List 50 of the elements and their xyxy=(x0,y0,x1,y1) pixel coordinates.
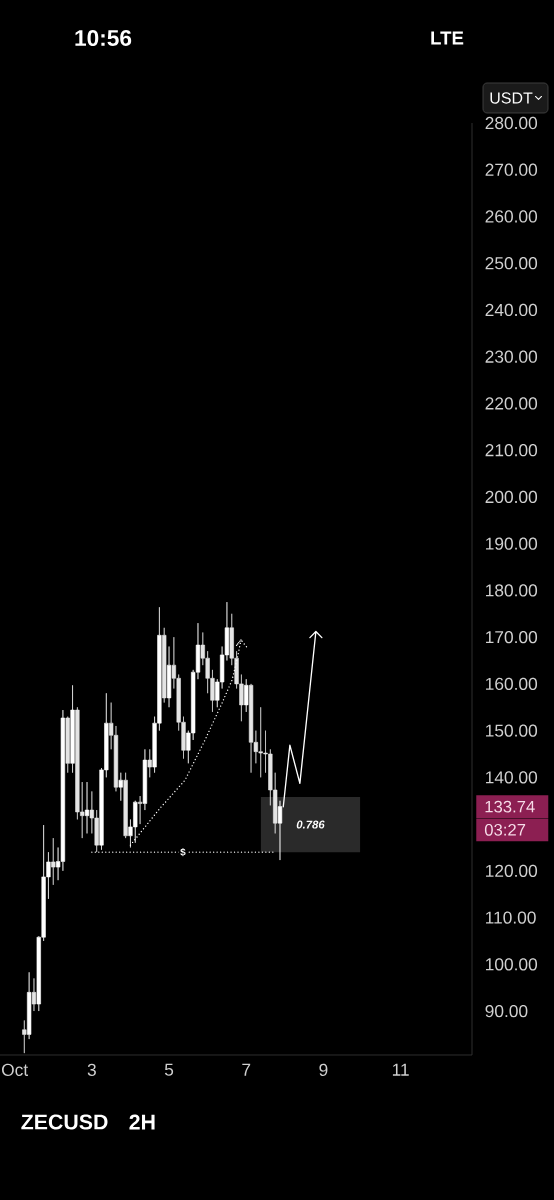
annotation: $ xyxy=(180,848,186,857)
y-tick-label: 180.00 xyxy=(486,584,538,597)
y-tick-label: 190.00 xyxy=(486,537,538,550)
y-tick-label: 110.00 xyxy=(486,911,536,924)
candlestick xyxy=(22,1020,27,1054)
y-axis-title: USDT xyxy=(490,92,533,104)
x-tick-label: 7 xyxy=(242,1063,251,1076)
annotation: 0.786 xyxy=(296,820,325,829)
y-tick-label: 220.00 xyxy=(485,397,538,410)
candlestick xyxy=(166,646,172,708)
x-tick-label: Oct xyxy=(2,1063,29,1076)
text: LTE xyxy=(431,31,464,45)
candlestick xyxy=(84,781,90,834)
y-tick-label: 100.00 xyxy=(486,958,538,971)
x-tick-label: 5 xyxy=(164,1063,174,1076)
y-tick-label: 150.00 xyxy=(486,724,538,737)
candlestick xyxy=(27,971,32,1040)
y-tick-label: 200.00 xyxy=(485,490,538,504)
y-tick-label: 260.00 xyxy=(485,210,538,223)
y-tick-label: 240.00 xyxy=(485,303,538,317)
y-tick-label: 120.00 xyxy=(486,864,538,877)
y-tick-label: 140.00 xyxy=(486,771,538,784)
text: ZECUSD xyxy=(21,1114,108,1130)
y-tick-label: 160.00 xyxy=(486,677,538,691)
candlestick xyxy=(137,795,143,825)
candlestick xyxy=(147,749,152,778)
text: 10:56 xyxy=(75,29,132,47)
candlestick xyxy=(51,837,56,886)
candlestick xyxy=(248,683,254,773)
candlestick xyxy=(31,978,37,1012)
candlestick xyxy=(65,716,70,773)
y-tick-label: 250.00 xyxy=(485,257,538,270)
candlestick xyxy=(123,772,128,839)
text: 03:27 xyxy=(484,823,526,836)
x-tick-label: 3 xyxy=(87,1063,96,1076)
y-tick-label: 280.00 xyxy=(485,116,538,130)
x-tick-label: 11 xyxy=(392,1063,409,1076)
candlestick xyxy=(70,684,75,773)
text: 2H xyxy=(129,1114,155,1130)
candlestick xyxy=(118,772,123,802)
candlestick xyxy=(142,749,148,811)
y-tick-label: 90.00 xyxy=(485,1004,528,1018)
x-tick-label: 9 xyxy=(319,1063,328,1076)
candlestick xyxy=(162,627,167,703)
y-tick-label: 170.00 xyxy=(486,631,538,644)
y-tick-label: 210.00 xyxy=(485,444,538,457)
y-tick-label: 270.00 xyxy=(485,163,538,176)
y-tick-label: 230.00 xyxy=(485,350,538,363)
candlestick xyxy=(244,678,249,713)
text: 133.74 xyxy=(485,800,535,813)
